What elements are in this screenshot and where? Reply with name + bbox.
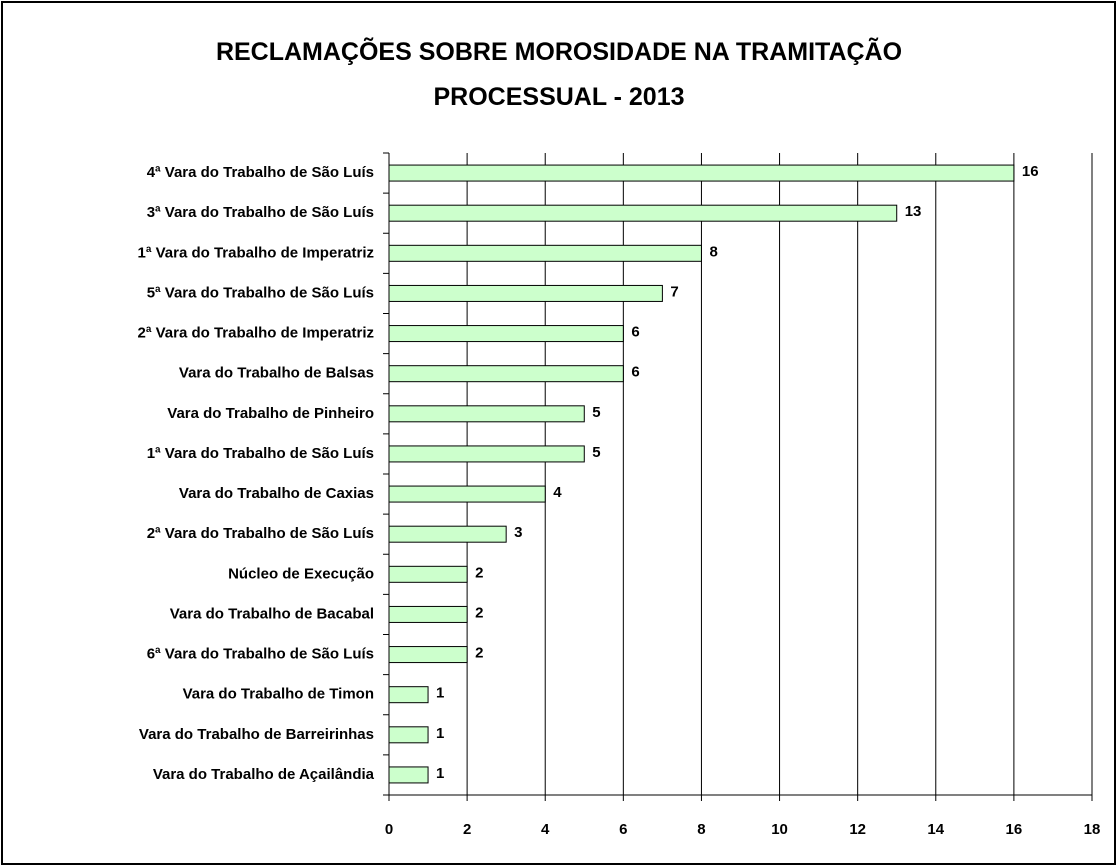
x-tick-label: 4 bbox=[541, 821, 550, 838]
value-label: 8 bbox=[709, 243, 717, 260]
value-label: 6 bbox=[631, 324, 639, 341]
value-label: 13 bbox=[905, 203, 922, 220]
x-tick-label: 18 bbox=[1084, 821, 1101, 838]
value-label: 5 bbox=[592, 404, 600, 421]
bar bbox=[388, 605, 468, 623]
y-tick-label: 3ª Vara do Trabalho de São Luís bbox=[147, 204, 374, 221]
x-tick-label: 8 bbox=[697, 821, 705, 838]
value-label: 6 bbox=[631, 364, 639, 381]
x-tick-label: 16 bbox=[1006, 821, 1023, 838]
bar bbox=[388, 766, 429, 784]
chart-title: RECLAMAÇÕES SOBRE MOROSIDADE NA TRAMITAÇ… bbox=[215, 38, 903, 111]
value-label: 2 bbox=[475, 564, 483, 581]
value-label: 16 bbox=[1022, 163, 1039, 180]
bar bbox=[388, 485, 546, 503]
value-label: 4 bbox=[553, 484, 562, 501]
y-tick-label: 4ª Vara do Trabalho de São Luís bbox=[147, 164, 374, 181]
x-tick-label: 0 bbox=[385, 821, 393, 838]
bar bbox=[388, 565, 468, 583]
value-label: 1 bbox=[436, 685, 444, 702]
value-label: 1 bbox=[436, 765, 444, 782]
y-tick-label: 6ª Vara do Trabalho de São Luís bbox=[147, 646, 374, 663]
y-tick-label: 1ª Vara do Trabalho de Imperatriz bbox=[138, 244, 374, 261]
value-label: 2 bbox=[475, 604, 483, 621]
y-tick-label: Vara do Trabalho de Barreirinhas bbox=[139, 726, 374, 743]
x-tick-label: 12 bbox=[849, 821, 866, 838]
value-label: 2 bbox=[475, 645, 483, 662]
y-tick-label: 1ª Vara do Trabalho de São Luís bbox=[147, 445, 374, 462]
value-label: 3 bbox=[514, 524, 522, 541]
y-tick-label: Vara do Trabalho de Caxias bbox=[179, 485, 374, 502]
y-tick-label: Vara do Trabalho de Bacabal bbox=[170, 605, 374, 622]
bar bbox=[388, 284, 663, 302]
x-tick-label: 14 bbox=[927, 821, 944, 838]
bar bbox=[388, 365, 624, 383]
bar bbox=[388, 525, 507, 543]
y-tick-label: Núcleo de Execução bbox=[228, 565, 374, 582]
bar bbox=[388, 646, 468, 664]
bar bbox=[388, 244, 702, 262]
bar bbox=[388, 204, 898, 222]
y-tick-label: Vara do Trabalho de Balsas bbox=[179, 365, 374, 382]
y-tick-label: 2ª Vara do Trabalho de Imperatriz bbox=[138, 325, 374, 342]
y-tick-label: 5ª Vara do Trabalho de São Luís bbox=[147, 284, 374, 301]
y-tick-label: Vara do Trabalho de Açailândia bbox=[153, 766, 375, 783]
y-tick-label: 2ª Vara do Trabalho de São Luís bbox=[147, 525, 374, 542]
x-tick-label: 2 bbox=[463, 821, 471, 838]
bar bbox=[388, 445, 585, 463]
bar bbox=[388, 164, 1015, 182]
bar bbox=[388, 726, 429, 744]
x-tick-label: 10 bbox=[771, 821, 788, 838]
bar bbox=[388, 686, 429, 704]
y-tick-label: Vara do Trabalho de Pinheiro bbox=[167, 405, 374, 422]
y-tick-label: Vara do Trabalho de Timon bbox=[183, 686, 374, 703]
bar bbox=[388, 405, 585, 423]
value-label: 5 bbox=[592, 444, 600, 461]
value-label: 7 bbox=[670, 283, 678, 300]
bar bbox=[388, 325, 624, 343]
x-tick-label: 6 bbox=[619, 821, 627, 838]
value-label: 1 bbox=[436, 725, 444, 742]
